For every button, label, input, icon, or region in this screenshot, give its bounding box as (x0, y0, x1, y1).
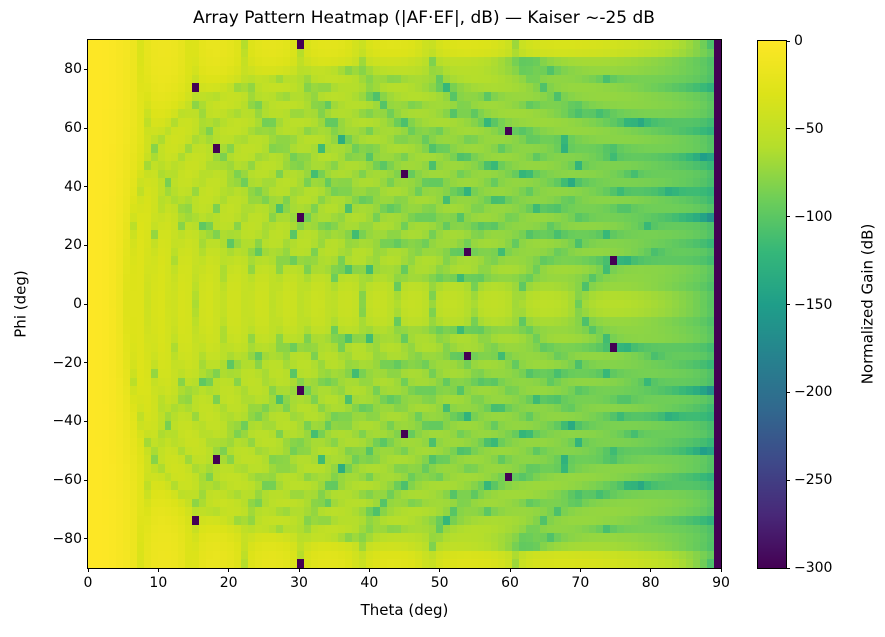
chart-title: Array Pattern Heatmap (|AF·EF|, dB) — Ka… (193, 8, 655, 28)
y-tick-label: 40 (64, 178, 82, 195)
colorbar-tick-mark (786, 304, 790, 305)
x-tick-label: 0 (83, 575, 93, 591)
y-tick-label: −40 (52, 413, 82, 430)
x-tick-label: 60 (501, 575, 519, 591)
y-tick-mark (84, 362, 88, 364)
y-axis-label: Phi (deg) (11, 270, 30, 338)
colorbar-tick-label: −150 (794, 296, 833, 313)
x-tick-mark (228, 568, 230, 572)
y-tick-mark (84, 68, 88, 70)
colorbar-tick-mark (786, 40, 790, 42)
y-tick-mark (84, 420, 88, 422)
x-tick-mark (157, 568, 159, 572)
colorbar-frame (757, 40, 787, 569)
x-tick-label: 50 (430, 575, 449, 591)
y-tick-mark (84, 127, 88, 129)
x-tick-mark (87, 568, 89, 572)
x-tick-label: 30 (290, 575, 308, 591)
y-tick-label: 0 (73, 296, 82, 312)
colorbar-tick-mark (786, 216, 790, 218)
colorbar-tick-mark (786, 567, 790, 569)
x-tick-mark (650, 568, 652, 572)
x-tick-mark (298, 568, 300, 572)
heatmap-image (88, 40, 721, 568)
y-tick-mark (84, 538, 88, 540)
colorbar-tick-mark (786, 128, 790, 130)
x-tick-label: 80 (641, 575, 660, 591)
x-tick-label: 70 (571, 575, 590, 591)
plot-frame (87, 39, 722, 569)
y-tick-label: −20 (52, 354, 82, 371)
y-tick-mark (84, 186, 88, 188)
y-tick-label: −80 (52, 530, 82, 547)
colorbar-tick-label: −250 (794, 472, 833, 489)
y-tick-label: 20 (64, 237, 82, 254)
colorbar-tick-label: −300 (794, 560, 833, 576)
colorbar-gradient (758, 41, 786, 568)
x-axis-label: Theta (deg) (360, 601, 449, 619)
colorbar-label: Normalized Gain (dB) (858, 223, 877, 385)
x-tick-mark (509, 568, 511, 572)
x-tick-label: 10 (149, 575, 168, 591)
y-tick-label: 80 (64, 61, 82, 78)
y-tick-mark (84, 479, 88, 481)
colorbar-tick-label: −50 (794, 120, 824, 137)
y-tick-mark (84, 303, 88, 305)
colorbar-tick-label: −100 (794, 208, 833, 225)
x-tick-mark (579, 568, 581, 572)
y-tick-label: −60 (52, 472, 82, 488)
x-tick-label: 90 (712, 575, 730, 591)
colorbar-tick-mark (786, 479, 790, 481)
colorbar-tick-label: 0 (794, 33, 803, 49)
x-tick-label: 40 (360, 575, 379, 591)
colorbar-tick-label: −200 (794, 384, 833, 401)
x-tick-mark (720, 568, 722, 572)
y-tick-label: 60 (64, 120, 82, 136)
x-tick-mark (368, 568, 370, 572)
y-tick-mark (84, 244, 88, 246)
x-tick-mark (439, 568, 441, 572)
x-tick-label: 20 (219, 575, 238, 591)
colorbar-tick-mark (786, 391, 790, 393)
